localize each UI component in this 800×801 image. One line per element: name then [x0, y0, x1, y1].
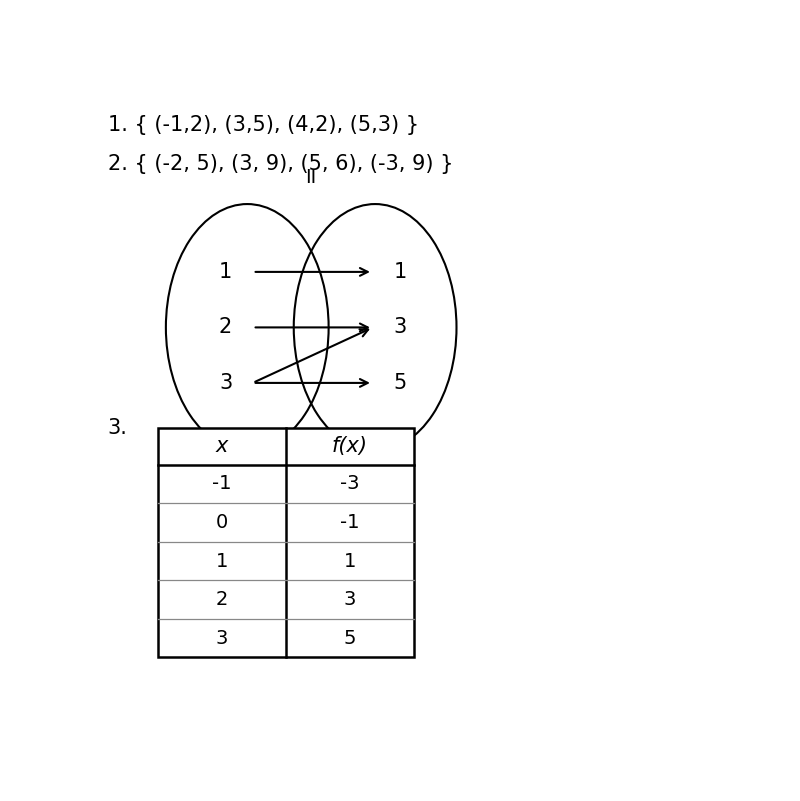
Bar	[158, 428, 414, 658]
Text: 2: 2	[216, 590, 228, 609]
Text: 3: 3	[219, 373, 232, 393]
Text: 2. { (-2, 5), (3, 9), (5, 6), (-3, 9) }: 2. { (-2, 5), (3, 9), (5, 6), (-3, 9) }	[108, 154, 453, 174]
Text: -3: -3	[340, 474, 360, 493]
Text: 1: 1	[344, 552, 356, 570]
Text: -1: -1	[212, 474, 232, 493]
Text: 5: 5	[344, 629, 356, 647]
Text: f(x): f(x)	[332, 436, 368, 456]
Text: -1: -1	[340, 513, 360, 532]
Text: 3: 3	[394, 317, 406, 337]
Text: 3: 3	[344, 590, 356, 609]
Text: II: II	[306, 168, 317, 187]
Text: 3: 3	[216, 629, 228, 647]
Text: 1. { (-1,2), (3,5), (4,2), (5,3) }: 1. { (-1,2), (3,5), (4,2), (5,3) }	[108, 115, 418, 135]
Text: 5: 5	[394, 373, 406, 393]
Text: 2: 2	[219, 317, 232, 337]
Text: 0: 0	[216, 513, 228, 532]
Text: 1: 1	[394, 262, 406, 282]
Text: 3.: 3.	[108, 418, 128, 438]
Text: 1: 1	[219, 262, 232, 282]
Text: 1: 1	[216, 552, 228, 570]
Text: x: x	[216, 436, 228, 456]
